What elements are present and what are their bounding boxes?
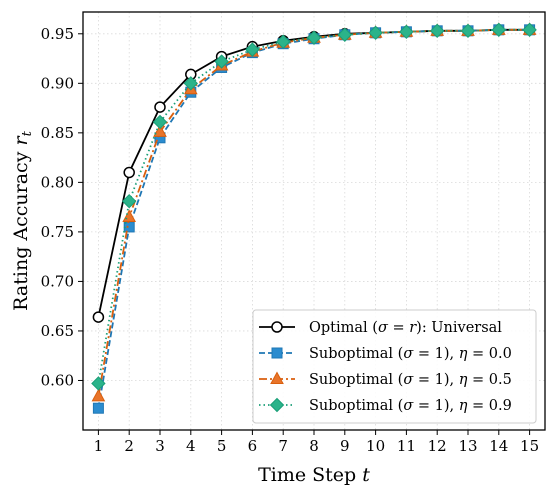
data-point [214,54,229,69]
data-point [91,376,106,391]
legend-label: Suboptimal (σ = 1), η = 0.0 [309,346,512,362]
y-tick-label: 0.80 [41,173,74,191]
data-point [399,24,414,40]
x-tick-label: 4 [186,437,196,455]
x-tick-label: 2 [124,437,134,455]
data-point [91,388,106,402]
series-3 [91,22,537,391]
legend: Optimal (σ = r): Universal Suboptimal (σ … [252,309,537,424]
data-point [152,114,168,130]
legend-label: Optimal (σ = r): Universal [309,320,502,336]
data-point [429,23,445,39]
data-point [92,311,105,323]
data-point [306,30,322,45]
axis-ticks: 1 2 3 4 5 6 7 8 9 10 11 12 13 14 150.600.650.700.750.8… [41,25,540,455]
legend-box [252,309,537,424]
x-tick-label: 11 [397,437,416,455]
data-point [460,23,476,39]
data-point [275,34,291,49]
data-point [154,101,166,113]
legend-item-3: Suboptimal (σ = 1), η = 0.9 [259,397,512,414]
data-point [92,402,104,414]
legend-swatch-marker [271,321,283,333]
y-tick-label: 0.70 [41,272,74,290]
series-layer [91,22,537,414]
x-tick-label: 13 [458,437,477,455]
y-tick-label: 0.95 [41,25,74,43]
x-tick-label: 12 [428,437,447,455]
data-point [123,166,135,179]
x-tick-label: 3 [155,437,165,455]
y-tick-label: 0.75 [41,223,74,241]
data-point [522,22,537,38]
x-tick-label: 9 [340,437,350,455]
legend-item-1: Suboptimal (σ = 1), η = 0.0 [259,346,512,362]
legend-swatch-marker [271,347,283,359]
x-tick-label: 15 [520,437,539,455]
y-tick-label: 0.65 [41,322,74,340]
legend-label: Suboptimal (σ = 1), η = 0.5 [309,372,512,388]
y-tick-label: 0.60 [41,371,74,389]
legend-item-2: Suboptimal (σ = 1), η = 0.5 [259,371,512,388]
data-point [368,25,383,41]
x-tick-label: 10 [366,437,385,455]
data-point [245,42,260,57]
x-tick-label: 7 [278,437,288,455]
x-tick-label: 8 [309,437,319,455]
x-tick-label: 5 [217,437,227,455]
x-tick-label: 14 [489,437,508,455]
y-tick-label: 0.90 [41,74,74,92]
x-tick-label: 6 [248,437,258,455]
legend-item-0: Optimal (σ = r): Universal [259,320,502,336]
data-point [491,22,507,38]
y-axis-label: Rating Accuracy rt [10,130,35,310]
x-tick-label: 1 [94,437,104,455]
data-point [183,76,199,91]
data-point [153,124,167,137]
x-axis-label: Time Step t [258,464,370,486]
data-point [337,27,353,42]
legend-swatch-marker [269,397,285,413]
legend-swatch-marker [270,371,284,384]
data-point [121,193,137,209]
y-tick-label: 0.85 [41,124,74,142]
legend-label: Suboptimal (σ = 1), η = 0.9 [309,398,512,414]
